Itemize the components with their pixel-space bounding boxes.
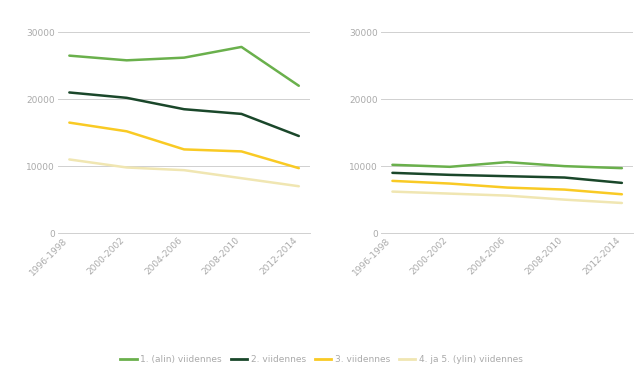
Legend: 1. (alin) viidennes, 2. viidennes, 3. viidennes, 4. ja 5. (ylin) viidennes: 1. (alin) viidennes, 2. viidennes, 3. vi… — [116, 352, 527, 368]
